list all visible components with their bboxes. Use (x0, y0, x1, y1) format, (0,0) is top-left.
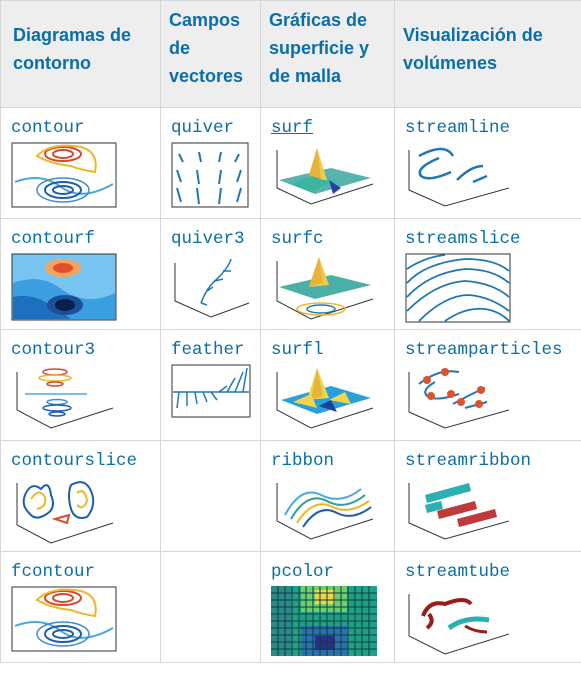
link-quiver[interactable]: quiver (171, 118, 235, 138)
pcolor-thumbnail[interactable] (271, 586, 377, 656)
cell-streamline: streamline (394, 107, 581, 219)
link-surf[interactable]: surf (271, 118, 314, 138)
cell-streamribbon: streamribbon (394, 440, 581, 552)
link-ribbon[interactable]: ribbon (271, 451, 335, 471)
cell-quiver3: quiver3 (160, 218, 261, 330)
streamparticles-thumbnail[interactable] (405, 364, 511, 430)
surfc-thumbnail[interactable] (271, 253, 377, 323)
quiver-thumbnail[interactable] (171, 142, 249, 208)
cell-fcontour: fcontour (0, 551, 161, 663)
contour3-thumbnail[interactable] (11, 364, 117, 430)
link-streamslice[interactable]: streamslice (405, 229, 521, 249)
link-streamline[interactable]: streamline (405, 118, 511, 138)
table-row: contour quiver (0, 107, 581, 219)
streamslice-thumbnail[interactable] (405, 253, 511, 323)
table-row: fcontour pcolor (0, 551, 581, 663)
cell-empty-1 (160, 440, 261, 552)
quiver3-thumbnail[interactable] (171, 253, 251, 319)
link-quiver3[interactable]: quiver3 (171, 229, 245, 249)
ribbon-thumbnail[interactable] (271, 475, 377, 541)
link-surfc[interactable]: surfc (271, 229, 324, 249)
cell-contourf: contourf (0, 218, 161, 330)
link-surfl[interactable]: surfl (271, 340, 324, 360)
cell-empty-2 (160, 551, 261, 663)
cell-quiver: quiver (160, 107, 261, 219)
surf-thumbnail[interactable] (271, 142, 377, 208)
cell-contour3: contour3 (0, 329, 161, 441)
cell-surfl: surfl (260, 329, 395, 441)
header-contour-diagrams: Diagramas de contorno (0, 0, 161, 108)
streamtube-thumbnail[interactable] (405, 586, 511, 656)
feather-thumbnail[interactable] (171, 364, 251, 418)
contourslice-thumbnail[interactable] (11, 475, 117, 545)
link-streamparticles[interactable]: streamparticles (405, 340, 563, 360)
cell-contourslice: contourslice (0, 440, 161, 552)
fcontour-thumbnail[interactable] (11, 586, 117, 652)
link-feather[interactable]: feather (171, 340, 245, 360)
cell-pcolor: pcolor (260, 551, 395, 663)
table-row: contour3 feather (0, 329, 581, 441)
link-streamtube[interactable]: streamtube (405, 562, 511, 582)
cell-surfc: surfc (260, 218, 395, 330)
plot-functions-table: Diagramas de contorno Campos de vectores… (0, 0, 581, 663)
contour-thumbnail[interactable] (11, 142, 117, 208)
header-vector-fields: Campos de vectores (160, 0, 261, 108)
link-contour[interactable]: contour (11, 118, 85, 138)
link-pcolor[interactable]: pcolor (271, 562, 335, 582)
cell-streamparticles: streamparticles (394, 329, 581, 441)
table-row: contourf quiver3 (0, 218, 581, 330)
header-volume-visualization: Visualización de volúmenes (394, 0, 581, 108)
table-header-row: Diagramas de contorno Campos de vectores… (0, 0, 581, 108)
header-surface-mesh-plots: Gráficas de superficie y de malla (260, 0, 395, 108)
link-fcontour[interactable]: fcontour (11, 562, 96, 582)
table-row: contourslice ribbon (0, 440, 581, 552)
streamline-thumbnail[interactable] (405, 142, 511, 208)
contourf-thumbnail[interactable] (11, 253, 117, 321)
cell-streamslice: streamslice (394, 218, 581, 330)
link-contour3[interactable]: contour3 (11, 340, 96, 360)
streamribbon-thumbnail[interactable] (405, 475, 511, 541)
cell-contour: contour (0, 107, 161, 219)
cell-surf: surf (260, 107, 395, 219)
link-contourslice[interactable]: contourslice (11, 451, 138, 471)
surfl-thumbnail[interactable] (271, 364, 377, 430)
cell-feather: feather (160, 329, 261, 441)
cell-ribbon: ribbon (260, 440, 395, 552)
link-streamribbon[interactable]: streamribbon (405, 451, 532, 471)
cell-streamtube: streamtube (394, 551, 581, 663)
link-contourf[interactable]: contourf (11, 229, 96, 249)
